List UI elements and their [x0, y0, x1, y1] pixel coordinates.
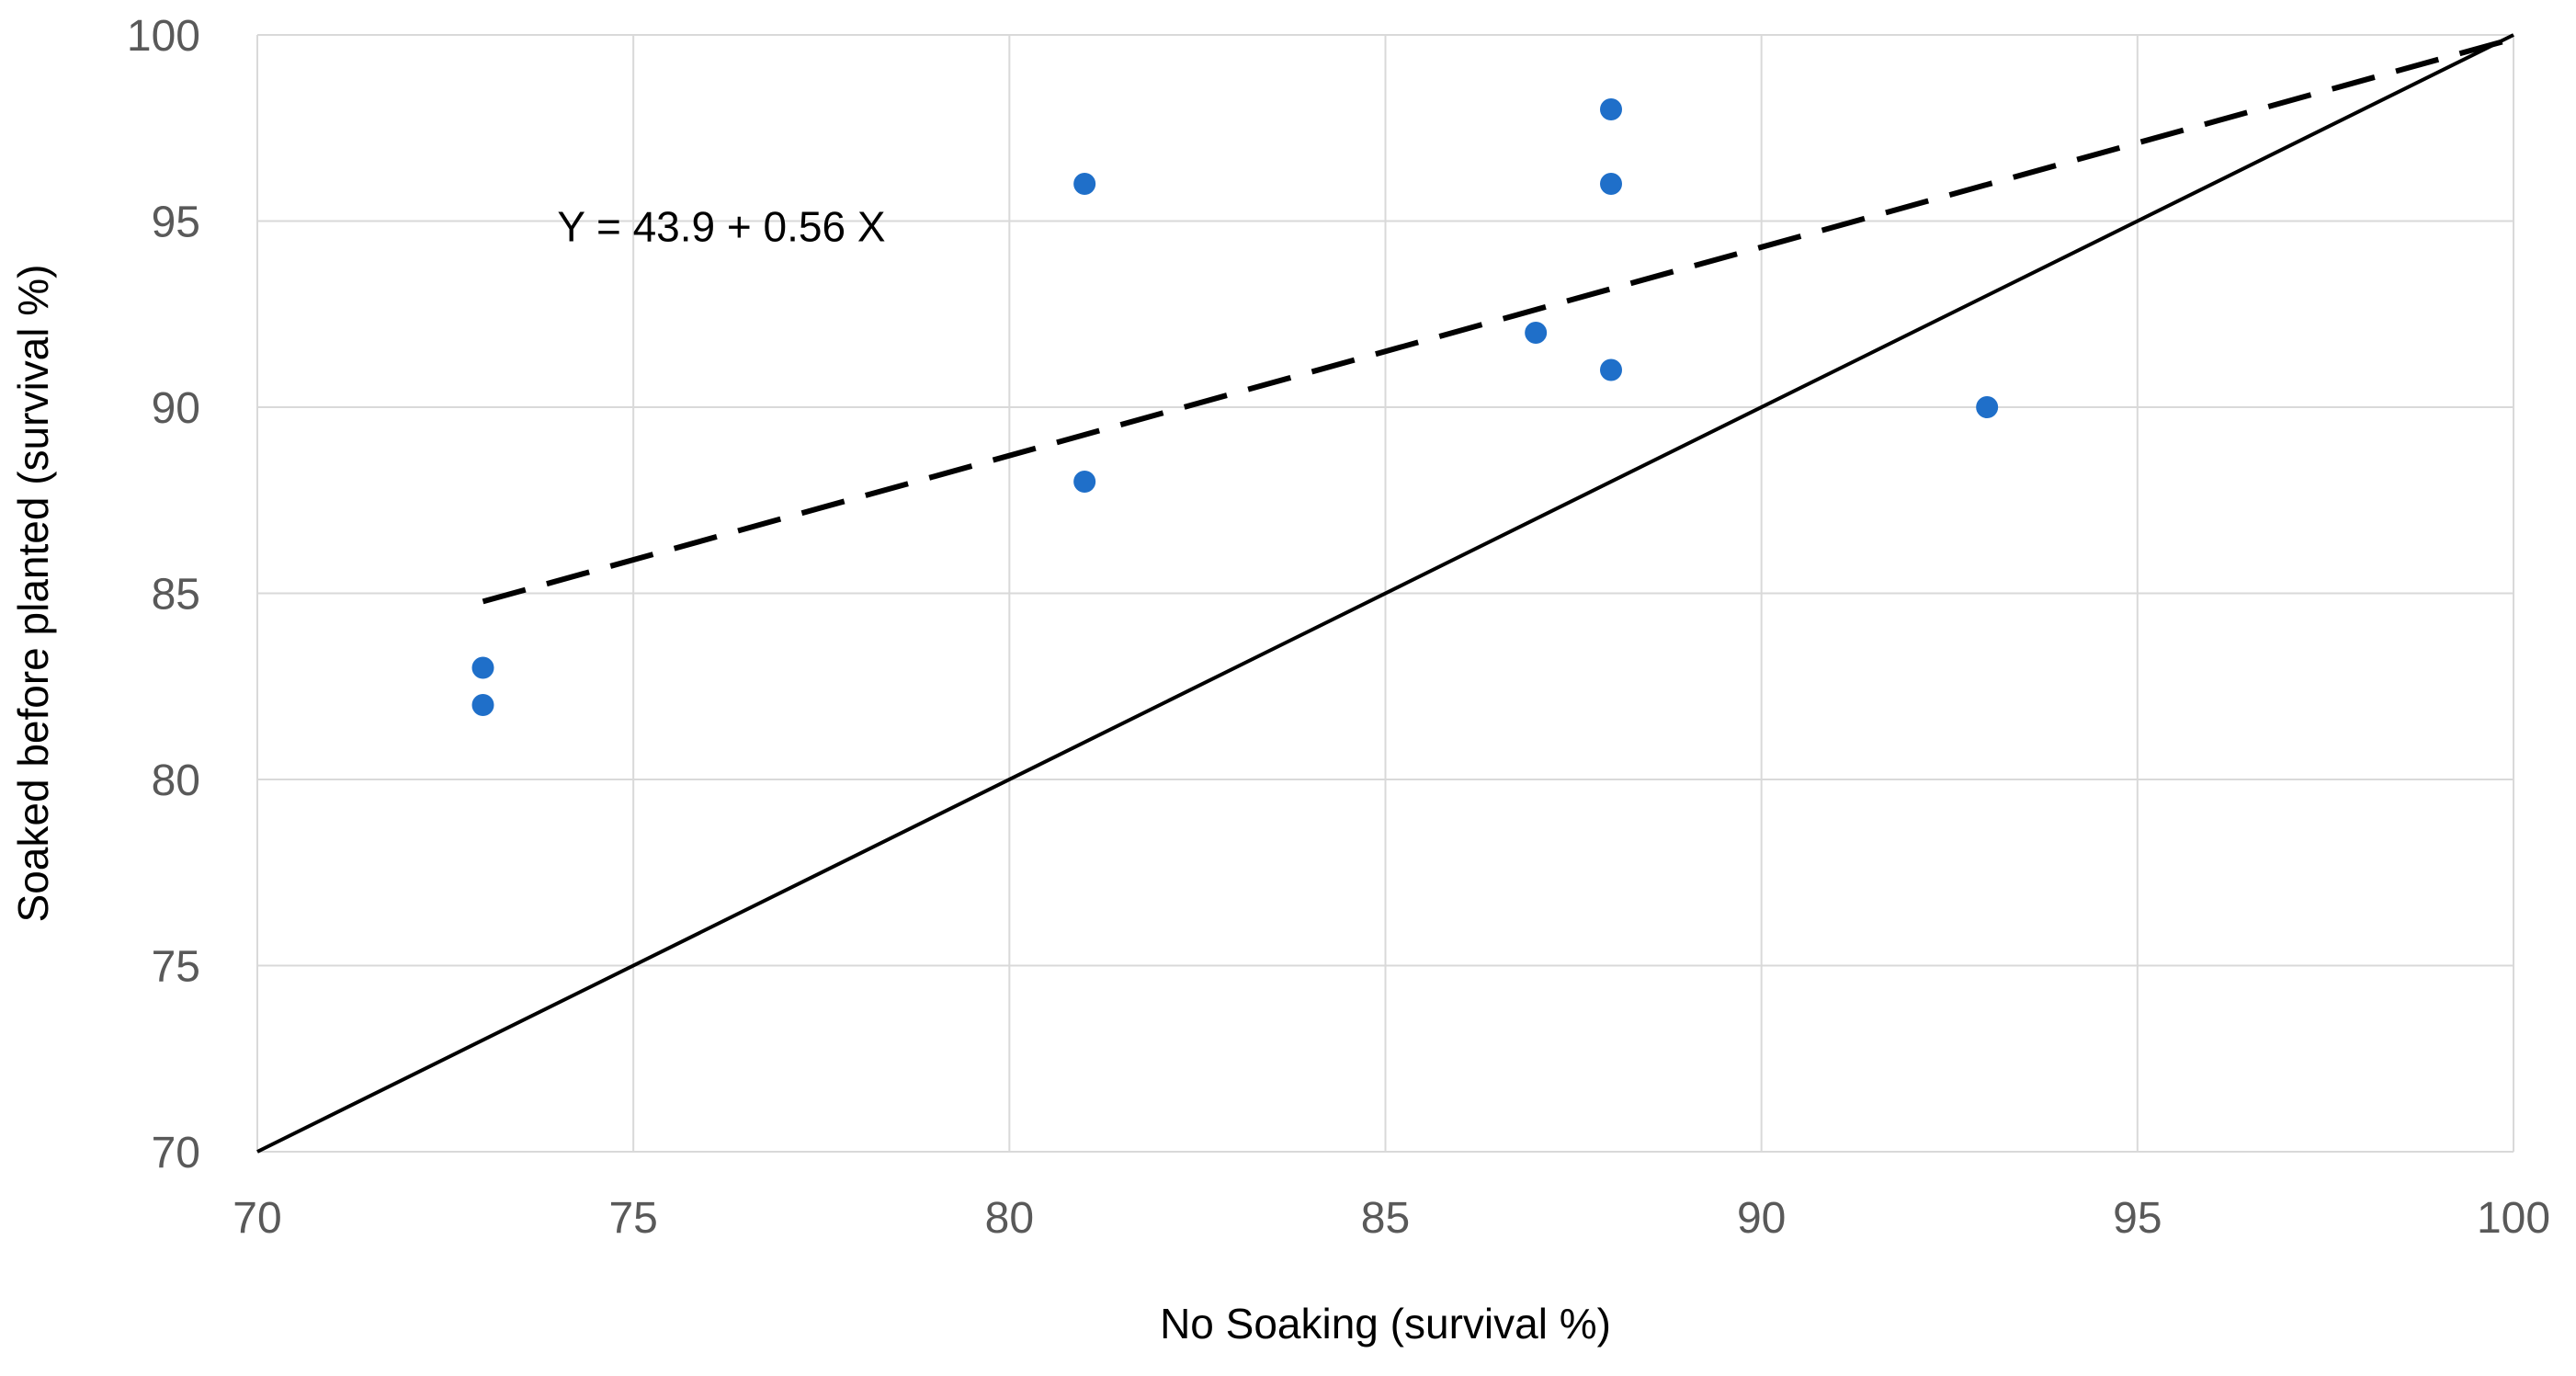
y-tick-label: 100: [127, 12, 200, 61]
one-to-one-line: [256, 33, 2514, 1154]
y-tick-label: 95: [152, 199, 200, 247]
data-point: [1600, 173, 1622, 195]
y-axis-title: Soaked before planted (survival %): [9, 265, 57, 923]
data-point: [1073, 173, 1096, 195]
regression-equation: Y = 43.9 + 0.56 X: [557, 203, 885, 251]
data-point: [1600, 358, 1622, 381]
x-tick-label: 85: [1361, 1194, 1410, 1243]
y-tick-label: 70: [152, 1129, 200, 1177]
x-tick-label: 100: [2477, 1194, 2550, 1243]
x-tick-label: 95: [2113, 1194, 2162, 1243]
x-tick-labels: 70 75 80 85 90 95 100: [233, 1194, 2550, 1243]
y-tick-label: 80: [152, 756, 200, 805]
data-point: [471, 656, 494, 679]
x-axis-title: No Soaking (survival %): [1160, 1300, 1611, 1348]
regression-line: [482, 36, 2514, 605]
data-point: [471, 694, 494, 716]
data-point: [1600, 98, 1622, 120]
data-point: [1525, 322, 1548, 344]
x-tick-label: 75: [608, 1194, 657, 1243]
fit-lines: [256, 33, 2514, 1154]
x-tick-label: 90: [1737, 1194, 1786, 1243]
y-tick-label: 90: [152, 384, 200, 433]
x-tick-label: 70: [233, 1194, 281, 1243]
data-point: [1976, 396, 1999, 418]
y-tick-label: 75: [152, 943, 200, 992]
data-points: [471, 98, 1999, 716]
data-point: [1073, 471, 1096, 493]
x-tick-label: 80: [985, 1194, 1034, 1243]
y-tick-labels: 70 75 80 85 90 95 100: [127, 12, 200, 1177]
y-tick-label: 85: [152, 571, 200, 620]
